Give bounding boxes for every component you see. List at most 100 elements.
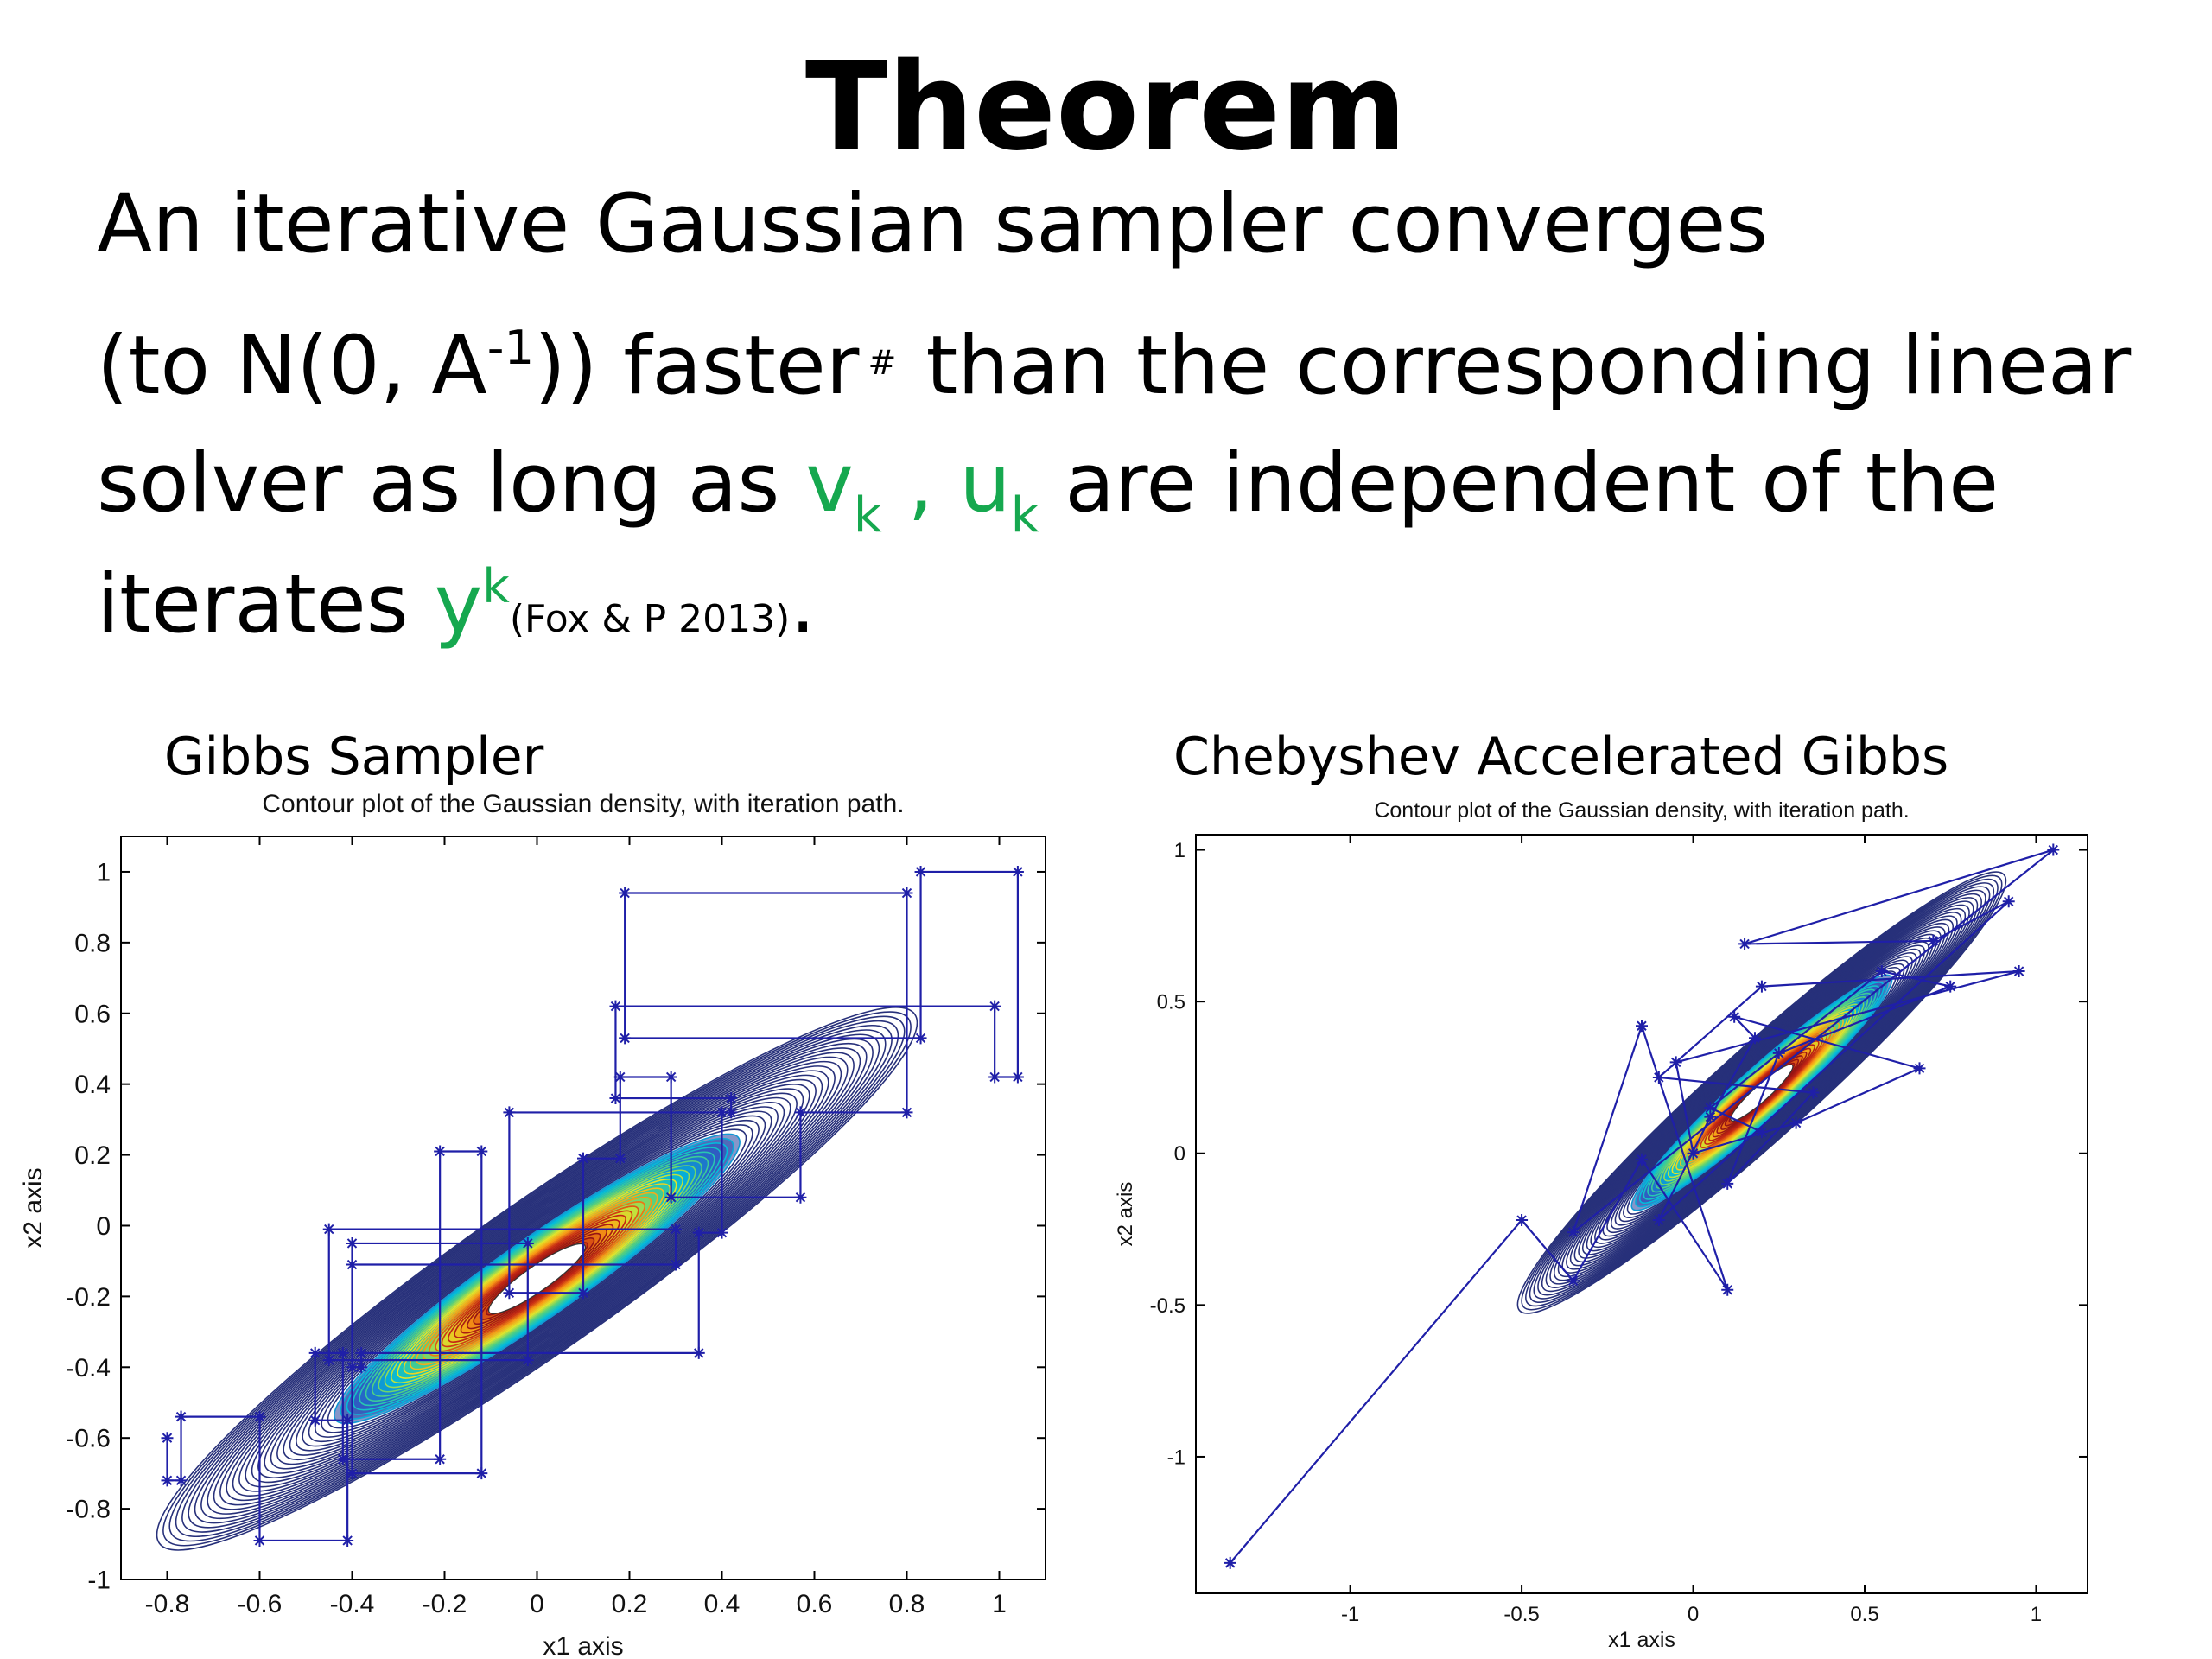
iterate-marker	[161, 1474, 174, 1487]
iterate-marker	[1224, 1556, 1236, 1569]
y-tick-label: 0.2	[74, 1141, 111, 1170]
iterate-marker	[1011, 1071, 1024, 1084]
iterate-marker	[1567, 1274, 1580, 1287]
iterate-marker	[1738, 938, 1751, 950]
y-tick-label: 0.6	[74, 1000, 111, 1028]
contour-line	[162, 1011, 912, 1547]
iterate-marker	[434, 1452, 447, 1465]
theorem-line-3: solver as long as vk , uk are independen…	[97, 432, 1999, 547]
iterate-marker	[577, 1287, 589, 1300]
iterate-marker	[253, 1410, 266, 1423]
x-axis-label: x1 axis	[543, 1632, 623, 1659]
x-axis-label: x1 axis	[1608, 1628, 1675, 1652]
x-tick-label: 1	[992, 1590, 1007, 1618]
iterate-marker	[503, 1106, 516, 1119]
x-tick-label: 0.8	[889, 1590, 925, 1618]
iterate-marker	[613, 1071, 626, 1084]
y-tick-label: 0.4	[74, 1071, 111, 1099]
iterate-marker	[1636, 1153, 1648, 1166]
iterate-marker	[664, 1071, 677, 1084]
iterate-marker	[1755, 1126, 1768, 1139]
iterate-marker	[2002, 895, 2015, 908]
contour-line	[251, 1074, 823, 1484]
line2-pre: (to N(0, A	[97, 319, 487, 413]
iterate-marker	[308, 1414, 321, 1427]
iterate-marker	[715, 1106, 728, 1119]
contour-line	[1614, 959, 1910, 1226]
x-tick-label: 0.4	[704, 1590, 741, 1618]
iterate-marker	[900, 1106, 913, 1119]
iterate-marker	[521, 1354, 534, 1367]
iterate-marker	[692, 1346, 705, 1359]
iterate-marker	[794, 1191, 807, 1204]
iterate-marker	[336, 1346, 349, 1359]
contour-line	[1554, 904, 1970, 1281]
iterate-marker	[1687, 1147, 1700, 1160]
iterate-marker	[253, 1534, 266, 1547]
iterate-marker	[1721, 1283, 1734, 1296]
symbol-y-superscript: k	[482, 558, 510, 614]
theorem-line-4: iterates yk(Fox & P 2013).	[97, 553, 816, 671]
y-axis-label: x2 axis	[19, 1167, 48, 1248]
contour-line	[1569, 918, 1955, 1267]
iterate-marker	[692, 1226, 705, 1239]
iterate-marker	[914, 865, 927, 878]
iterate-marker	[900, 887, 913, 899]
iterate-marker	[1652, 1214, 1665, 1227]
contour-line	[168, 1015, 906, 1542]
iterate-marker	[1704, 1110, 1717, 1123]
contour-line	[1541, 893, 1982, 1293]
iterate-marker	[670, 1258, 682, 1271]
contour-line	[175, 1020, 899, 1538]
contour-line	[1545, 897, 1979, 1288]
iterate-marker	[1807, 1086, 1820, 1099]
y-axis-label: x2 axis	[1114, 1182, 1137, 1247]
x-tick-label: -0.8	[145, 1590, 190, 1618]
iterate-marker	[609, 1000, 622, 1013]
contour-line	[245, 1070, 830, 1488]
citation: (Fox & P 2013)	[509, 597, 791, 641]
y-tick-label: -0.6	[66, 1425, 111, 1453]
iterate-marker	[346, 1236, 359, 1249]
contour-line	[264, 1084, 810, 1474]
line4-pre: iterates	[97, 557, 435, 652]
contour-line	[1586, 933, 1938, 1252]
y-tick-label: 1	[96, 858, 111, 887]
iterate-marker	[619, 887, 632, 899]
plot-title: Contour plot of the Gaussian density, wi…	[1374, 798, 1909, 823]
iterate-marker	[1944, 980, 1957, 993]
iterate-marker	[725, 1106, 738, 1119]
x-tick-label: -0.5	[1503, 1603, 1539, 1626]
slide-title: Theorem	[804, 37, 1408, 178]
y-tick-label: 0.8	[74, 929, 111, 957]
iterate-marker	[341, 1414, 354, 1427]
iterate-marker	[715, 1226, 728, 1239]
iterate-marker	[619, 1032, 632, 1045]
contour-line	[276, 1092, 798, 1465]
line2-post: )) faster	[534, 319, 860, 413]
y-tick-label: -0.8	[66, 1496, 111, 1524]
y-tick-label: -1	[1167, 1446, 1185, 1469]
x-tick-label: 0	[530, 1590, 544, 1618]
iterate-marker	[1011, 865, 1024, 878]
contour-field-0	[121, 836, 1046, 1580]
iterate-marker	[794, 1106, 807, 1119]
iterate-marker	[988, 1000, 1001, 1013]
x-tick-label: 0	[1688, 1603, 1699, 1626]
inverse-exponent: -1	[486, 320, 535, 376]
y-tick-label: -0.5	[1150, 1294, 1185, 1318]
iterate-marker	[725, 1092, 738, 1105]
iterate-marker	[346, 1258, 359, 1271]
contour-line	[232, 1060, 842, 1497]
iterate-marker	[346, 1467, 359, 1480]
x-tick-label: -0.2	[423, 1590, 467, 1618]
iterate-marker	[346, 1361, 359, 1374]
iterate-marker	[161, 1432, 174, 1445]
iterate-marker	[341, 1534, 354, 1547]
y-tick-label: 0	[96, 1212, 111, 1241]
iterate-marker	[1669, 1056, 1682, 1069]
iterate-marker	[1652, 1071, 1665, 1084]
iterate-marker	[577, 1152, 589, 1165]
y-tick-label: -0.2	[66, 1283, 111, 1312]
